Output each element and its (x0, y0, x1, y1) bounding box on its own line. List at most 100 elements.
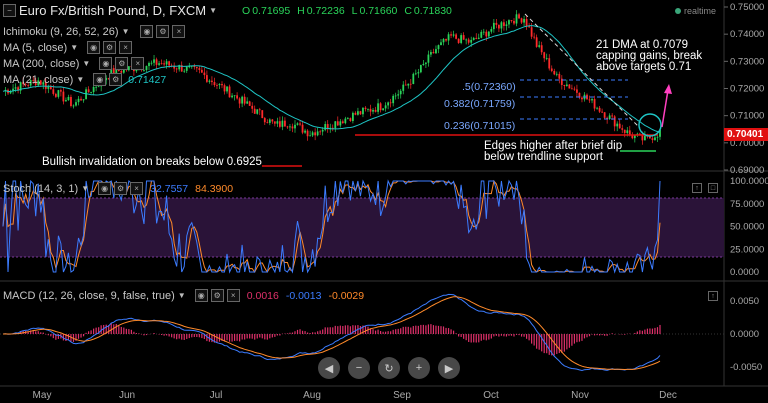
indicator-legend-ma5[interactable]: MA (5, close) ▼ ◉ ⚙ × (3, 41, 133, 54)
last-price-tag: 0.70401 (724, 128, 768, 141)
candle-body (195, 66, 198, 69)
price-tick-label: 0.72000 (730, 84, 764, 95)
candle-body (497, 24, 500, 29)
chevron-down-icon[interactable]: ▼ (177, 291, 186, 300)
reset-button[interactable]: ↻ (378, 357, 400, 379)
candle-body (513, 20, 515, 24)
candle-body (540, 45, 543, 53)
scroll-left-button[interactable]: ◀ (318, 357, 340, 379)
indicator-label[interactable]: Stoch (14, 3, 1) (3, 182, 79, 195)
indicator-legend-ichimoku[interactable]: Ichimoku (9, 26, 52, 26) ▼ ◉ ⚙ × (3, 25, 186, 38)
downtrend-line[interactable] (524, 13, 641, 129)
candle-body (404, 84, 407, 86)
close-icon[interactable]: × (131, 57, 145, 70)
candle-body (424, 62, 427, 64)
close-icon[interactable]: × (130, 182, 144, 195)
annotation-line: Edges higher after brief dip (484, 140, 623, 152)
candle-body (160, 63, 163, 65)
price-tick-label: 0.73000 (730, 56, 764, 67)
candle-body (659, 129, 661, 137)
stoch-axis[interactable]: 100.0000 75.0000 50.0000 25.0000 0.0000 (730, 176, 768, 278)
settings-icon[interactable]: ⚙ (114, 182, 128, 195)
chevron-down-icon[interactable]: ▼ (82, 59, 91, 68)
candle-body (208, 80, 211, 82)
macd-signal-value: -0.0029 (328, 289, 365, 302)
indicator-label[interactable]: Ichimoku (9, 26, 52, 26) (3, 25, 119, 38)
time-axis[interactable]: May Jun Jul Aug Sep Oct Nov Dec (33, 390, 677, 401)
settings-icon[interactable]: ⚙ (210, 289, 224, 302)
time-tick-label: Aug (303, 390, 321, 401)
fib-label-382: 0.382(0.71759) (444, 98, 516, 110)
eye-icon[interactable]: ◉ (98, 182, 112, 195)
candle-body (384, 105, 387, 109)
zoom-out-button[interactable]: − (348, 357, 370, 379)
candle-body (367, 108, 369, 110)
stoch-legend[interactable]: Stoch (14, 3, 1) ▼ ◉ ⚙ × 32.7557 84.3900 (3, 182, 233, 195)
candle-body (490, 29, 493, 32)
pane-up-icon[interactable]: ↑ (708, 291, 718, 301)
zoom-in-button[interactable]: + (408, 357, 430, 379)
candle-body (75, 102, 77, 106)
time-tick-label: Dec (659, 390, 677, 401)
candle-body (296, 123, 299, 125)
candle-body (112, 68, 115, 75)
price-axis[interactable]: 0.75000 0.74000 0.73000 0.72000 0.71000 0.700… (724, 2, 764, 176)
symbol-title[interactable]: Euro Fx/British Pound, D, FXCM (19, 3, 207, 18)
candle-body (49, 86, 52, 90)
chevron-down-icon[interactable]: ▼ (209, 6, 218, 15)
scroll-right-button[interactable]: ▶ (438, 357, 460, 379)
indicator-label[interactable]: MA (200, close) (3, 57, 80, 70)
macd-pane (2, 293, 661, 372)
candle-body (321, 129, 324, 132)
indicator-legend-ma200[interactable]: MA (200, close) ▼ ◉ ⚙ × (3, 57, 145, 70)
indicator-label[interactable]: MA (21, close) (3, 73, 74, 86)
candle-body (518, 14, 520, 19)
settings-icon[interactable]: ⚙ (156, 25, 170, 38)
macd-legend[interactable]: MACD (12, 26, close, 9, false, true) ▼ ◉… (3, 289, 364, 302)
candle-body (42, 82, 45, 85)
candle-body (553, 70, 556, 75)
close-icon[interactable]: × (119, 41, 133, 54)
close-icon[interactable]: × (226, 289, 240, 302)
eye-icon[interactable]: ◉ (87, 41, 101, 54)
indicator-legend-ma21[interactable]: MA (21, close) ▼ ◉ ⚙ 0.71427 (3, 73, 166, 86)
candle-body (482, 31, 485, 33)
stoch-k-value: 32.7557 (150, 182, 189, 195)
macd-axis[interactable]: 0.0050 0.0000 -0.0050 (730, 296, 762, 373)
pane-up-icon[interactable]: ↑ (692, 183, 702, 193)
eye-icon[interactable]: ◉ (140, 25, 154, 38)
candle-body (276, 121, 279, 124)
time-tick-label: May (33, 390, 52, 401)
candle-body (261, 110, 264, 119)
stoch-tick-label: 25.0000 (730, 244, 764, 255)
chevron-down-icon[interactable]: ▼ (121, 27, 130, 36)
candle-body (263, 118, 266, 123)
pane-maximize-icon[interactable]: □ (708, 183, 718, 193)
candle-body (649, 135, 651, 139)
indicator-label[interactable]: MA (5, close) (3, 41, 68, 54)
indicator-label[interactable]: MACD (12, 26, close, 9, false, true) (3, 289, 175, 302)
price-tick-label: 0.71000 (730, 111, 764, 122)
candle-body (631, 134, 634, 139)
candle-body (213, 82, 216, 86)
settings-icon[interactable]: ⚙ (115, 57, 129, 70)
eye-icon[interactable]: ◉ (194, 289, 208, 302)
close-icon[interactable]: × (172, 25, 186, 38)
candle-body (341, 121, 344, 124)
settings-icon[interactable]: ⚙ (103, 41, 117, 54)
chevron-down-icon[interactable]: ▼ (81, 184, 90, 193)
eye-icon[interactable]: ◉ (93, 73, 107, 86)
candle-body (289, 126, 291, 128)
chevron-down-icon[interactable]: ▼ (70, 43, 79, 52)
candle-body (17, 87, 20, 91)
candle-body (596, 107, 598, 109)
eye-icon[interactable]: ◉ (99, 57, 113, 70)
settings-icon[interactable]: ⚙ (109, 73, 123, 86)
candle-body (475, 37, 478, 39)
candle-body (359, 111, 362, 115)
candle-body (9, 91, 12, 94)
minus-box-icon[interactable]: − (3, 4, 16, 17)
chevron-down-icon[interactable]: ▼ (76, 75, 85, 84)
candle-body (505, 24, 508, 26)
